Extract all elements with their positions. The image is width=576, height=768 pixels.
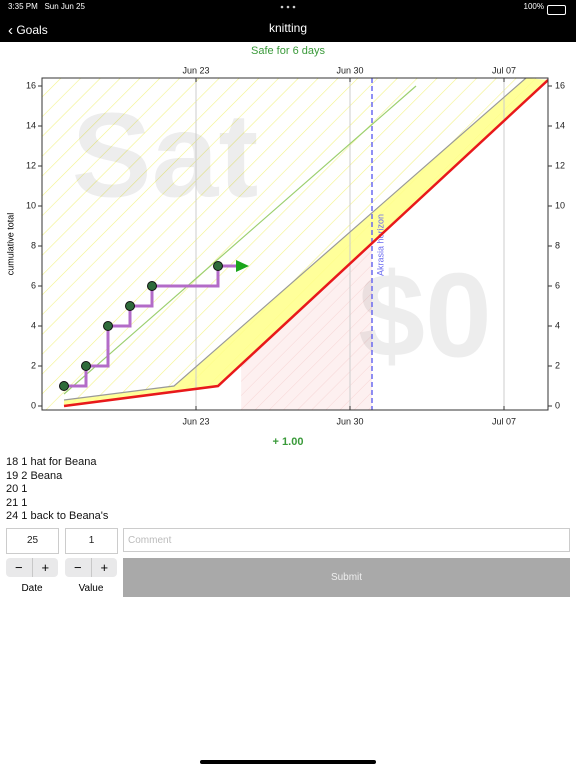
safety-band: [64, 78, 548, 406]
step-connector: [64, 366, 88, 388]
y-tick-label: 8: [31, 240, 36, 250]
log-entry[interactable]: 21 1: [6, 496, 28, 509]
step-connector: [130, 286, 154, 308]
y-tick-label: 16: [555, 80, 565, 90]
y-tick-label: 0: [31, 400, 36, 410]
battery-icon: [547, 5, 566, 15]
value-label: Value: [78, 583, 104, 594]
decrement[interactable]: −: [73, 560, 82, 575]
datapoint: [147, 281, 157, 291]
decrement[interactable]: −: [14, 560, 23, 575]
step-connector: [108, 306, 132, 328]
y-tick-label: 14: [555, 120, 565, 130]
x-tick-label: Jul 07: [492, 65, 516, 75]
comment-input[interactable]: Comment: [123, 528, 570, 552]
time: 3:35 PM: [8, 2, 38, 11]
y-tick-label: 4: [31, 320, 36, 330]
y-axis-label: cumulative total: [5, 213, 15, 276]
y-tick-label: 6: [555, 280, 560, 290]
x-tick-label: Jun 23: [182, 416, 209, 426]
road-line: [63, 79, 548, 408]
step-connector: [152, 266, 220, 288]
watermark: Sat: [72, 89, 259, 223]
pessimistic-region: [241, 243, 372, 410]
y-tick-label: 12: [555, 160, 565, 170]
y-tick-label: 2: [555, 360, 560, 370]
x-tick-label: Jun 30: [336, 416, 363, 426]
y-tick-label: 6: [31, 280, 36, 290]
home-indicator: [200, 760, 376, 764]
top-bar: 3:35 PM Sun Jun 25 100% knitting ‹ Goals: [0, 0, 576, 42]
back-button[interactable]: ‹ Goals: [8, 22, 48, 39]
akrasia-label: Akrasia horizon: [375, 214, 385, 276]
y-tick-label: 16: [26, 80, 36, 90]
datapoint: [213, 261, 223, 271]
y-tick-label: 12: [26, 160, 36, 170]
datapoint: [59, 381, 69, 391]
y-tick-label: 10: [555, 200, 565, 210]
datapoint: [125, 301, 135, 311]
date-label: Date: [21, 583, 43, 594]
value-stepper: − +: [65, 558, 117, 577]
date-input[interactable]: 25: [6, 528, 59, 554]
multitask-dots[interactable]: [279, 5, 297, 9]
battery-level: 100%: [523, 2, 544, 11]
increment[interactable]: +: [90, 558, 118, 577]
submit-button[interactable]: Submit: [123, 558, 570, 597]
log-entry[interactable]: 20 1: [6, 483, 28, 495]
datapoint: [81, 361, 91, 371]
step-connector: [86, 326, 110, 368]
delta: + 1.00: [272, 436, 304, 448]
x-tick-label: Jun 30: [336, 65, 363, 75]
date: Sun Jun 25: [44, 2, 85, 11]
y-tick-label: 2: [31, 360, 36, 370]
value-input[interactable]: 1: [65, 528, 118, 554]
projection-arrow: [236, 260, 249, 272]
log-entry[interactable]: 24 1 back to Beana's: [6, 510, 109, 522]
watermark: $0: [358, 249, 491, 383]
nav-title: knitting: [268, 21, 308, 35]
y-tick-label: 10: [26, 200, 36, 210]
date-stepper: − +: [6, 558, 58, 577]
log-entry[interactable]: 18 1 hat for Beana: [6, 456, 97, 468]
back-label[interactable]: Goals: [16, 23, 48, 37]
log-entry[interactable]: 19 2 Beana: [6, 469, 63, 482]
increment[interactable]: +: [31, 558, 59, 577]
y-tick-label: 8: [555, 240, 560, 250]
datapoint-log: 18 1 hat for Beana 19 2 Beana 20 1 21 1 …: [6, 456, 108, 524]
datapoint: [103, 321, 113, 331]
y-tick-label: 0: [555, 400, 560, 410]
plot-frame: [41, 77, 549, 411]
x-tick-label: Jun 23: [182, 65, 209, 75]
below-road: [56, 80, 548, 410]
trend-line: [63, 85, 417, 395]
safe-message: Safe for 6 days: [251, 45, 325, 57]
status-time: 3:35 PM Sun Jun 25: [8, 2, 85, 11]
y-tick-label: 4: [555, 320, 560, 330]
upper-line: [63, 78, 527, 401]
x-tick-label: Jul 07: [492, 416, 516, 426]
y-tick-label: 14: [26, 120, 36, 130]
